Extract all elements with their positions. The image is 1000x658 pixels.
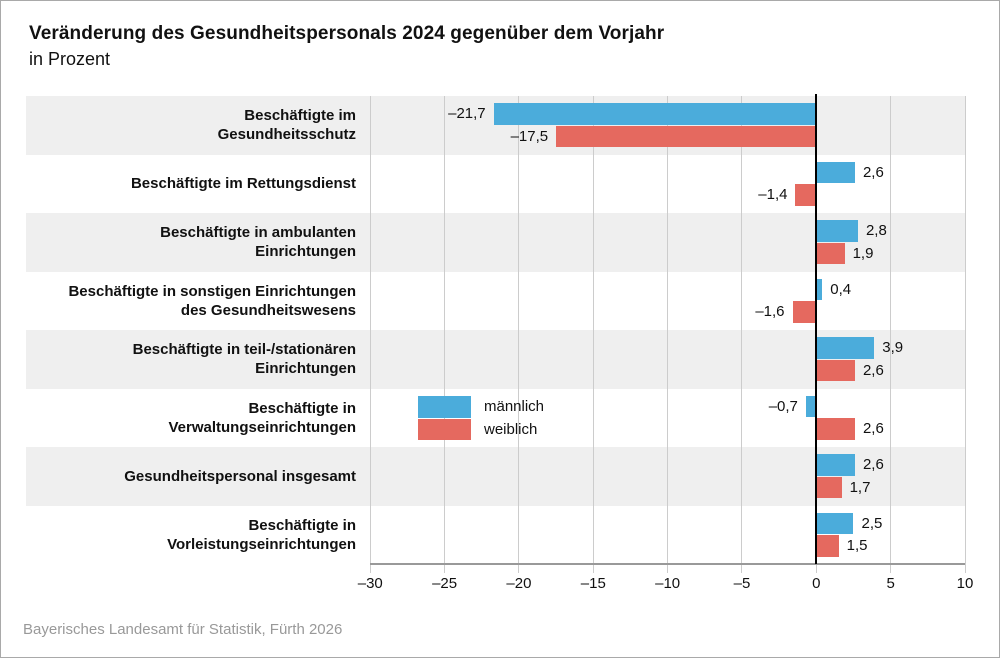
x-tick-label: –15 [580, 575, 606, 592]
category-label: Beschäftigte in Vorleistungseinrichtungen [26, 506, 356, 565]
bar-value-label: 2,6 [862, 361, 884, 379]
chart-subtitle: in Prozent [29, 49, 111, 69]
category-label-line: Einrichtungen [255, 360, 356, 378]
gridline [518, 96, 520, 573]
category-label-line: Beschäftigte in teil-/stationären [132, 341, 356, 359]
category-label: Beschäftigte in sonstigen Einrichtungen d… [26, 272, 356, 331]
legend-female-swatch [418, 418, 471, 440]
legend-male-label: männlich [484, 398, 545, 415]
gridline [890, 96, 892, 573]
bar-value-label: –17,5 [510, 127, 549, 145]
x-tick-label: –25 [432, 575, 458, 592]
source-note: Bayerisches Landesamt für Statistik, Für… [23, 621, 343, 638]
bar-value-label: –1,6 [755, 303, 785, 320]
gridline [444, 96, 446, 573]
category-label-line: Beschäftigte in [248, 399, 356, 417]
bar-male [816, 161, 855, 183]
bar-value-label: 2,5 [861, 514, 883, 532]
x-tick-label: 5 [886, 575, 895, 592]
legend-female-label: weiblich [484, 420, 538, 438]
row-band [26, 213, 965, 272]
bar-value-label: 2,6 [862, 456, 884, 473]
category-label: Gesundheitspersonal insgesamt [26, 447, 356, 506]
bar-value-label: 2,6 [862, 163, 884, 181]
category-label: Beschäftigte in ambulanten Einrichtungen [26, 213, 356, 272]
bar-female [816, 359, 855, 381]
category-label-line: Verwaltungseinrichtungen [168, 418, 356, 436]
category-label: Beschäftigte in Verwaltungseinrichtungen [26, 389, 356, 448]
x-tick-label: –20 [506, 575, 532, 592]
category-label: Beschäftigte im Gesundheitsschutz [26, 96, 356, 155]
category-label-line: Gesundheitsschutz [217, 126, 356, 144]
legend-male-swatch [418, 396, 471, 418]
bar-female [792, 301, 817, 323]
bar-male [816, 278, 823, 300]
bar-value-label: 1,5 [846, 537, 868, 554]
gridline [667, 96, 669, 573]
gridline [741, 96, 743, 573]
bar-female [816, 476, 842, 498]
category-label: Beschäftigte in teil-/stationären Einrich… [26, 330, 356, 389]
bar-value-label: 2,6 [862, 420, 884, 437]
row-band [26, 447, 965, 506]
category-label-line: Beschäftigte im Rettungsdienst [130, 175, 356, 193]
bar-value-label: –21,7 [448, 105, 486, 122]
category-label-line: Vorleistungseinrichtungen [167, 535, 356, 553]
category-label-line: Einrichtungen [255, 243, 356, 261]
bar-female [556, 125, 817, 147]
bar-male [493, 103, 817, 125]
category-label: Beschäftigte im Rettungsdienst [26, 155, 356, 214]
gridline [592, 96, 594, 573]
bar-female [816, 535, 839, 557]
x-tick-label: 10 [956, 575, 974, 592]
bar-value-label: –1,4 [758, 186, 788, 203]
category-label-line: des Gesundheitswesens [180, 301, 356, 319]
category-label-line: Beschäftigte im [244, 107, 356, 125]
bar-male [816, 512, 854, 534]
category-label-line: Beschäftigte in [248, 516, 356, 534]
gridline [369, 96, 371, 573]
x-tick-label: –5 [733, 575, 751, 592]
x-tick-label: –10 [655, 575, 681, 592]
bar-male [805, 395, 817, 417]
x-tick-label: 0 [812, 575, 821, 592]
bar-female [816, 418, 855, 440]
bar-female [816, 242, 845, 264]
zero-line [815, 94, 818, 564]
bar-value-label: –0,7 [768, 397, 798, 415]
bar-value-label: 1,9 [852, 244, 874, 262]
x-axis-line [370, 563, 965, 565]
category-label-line: Gesundheitspersonal insgesamt [124, 467, 356, 485]
bar-value-label: 0,4 [830, 280, 852, 298]
gridline [964, 96, 966, 573]
category-label-line: Beschäftigte in ambulanten [160, 224, 356, 242]
bar-male [816, 454, 855, 476]
bar-male [816, 337, 875, 359]
row-band [26, 330, 965, 389]
category-label-line: Beschäftigte in sonstigen Einrichtungen [68, 282, 356, 300]
bar-male [816, 220, 858, 242]
x-tick-label: –30 [357, 575, 383, 592]
bar-value-label: 3,9 [882, 339, 904, 356]
chart-title: Veränderung des Gesundheitspersonals 202… [29, 23, 665, 44]
bar-value-label: 2,8 [865, 222, 887, 239]
bar-female [795, 184, 817, 206]
bar-value-label: 1,7 [849, 478, 871, 496]
